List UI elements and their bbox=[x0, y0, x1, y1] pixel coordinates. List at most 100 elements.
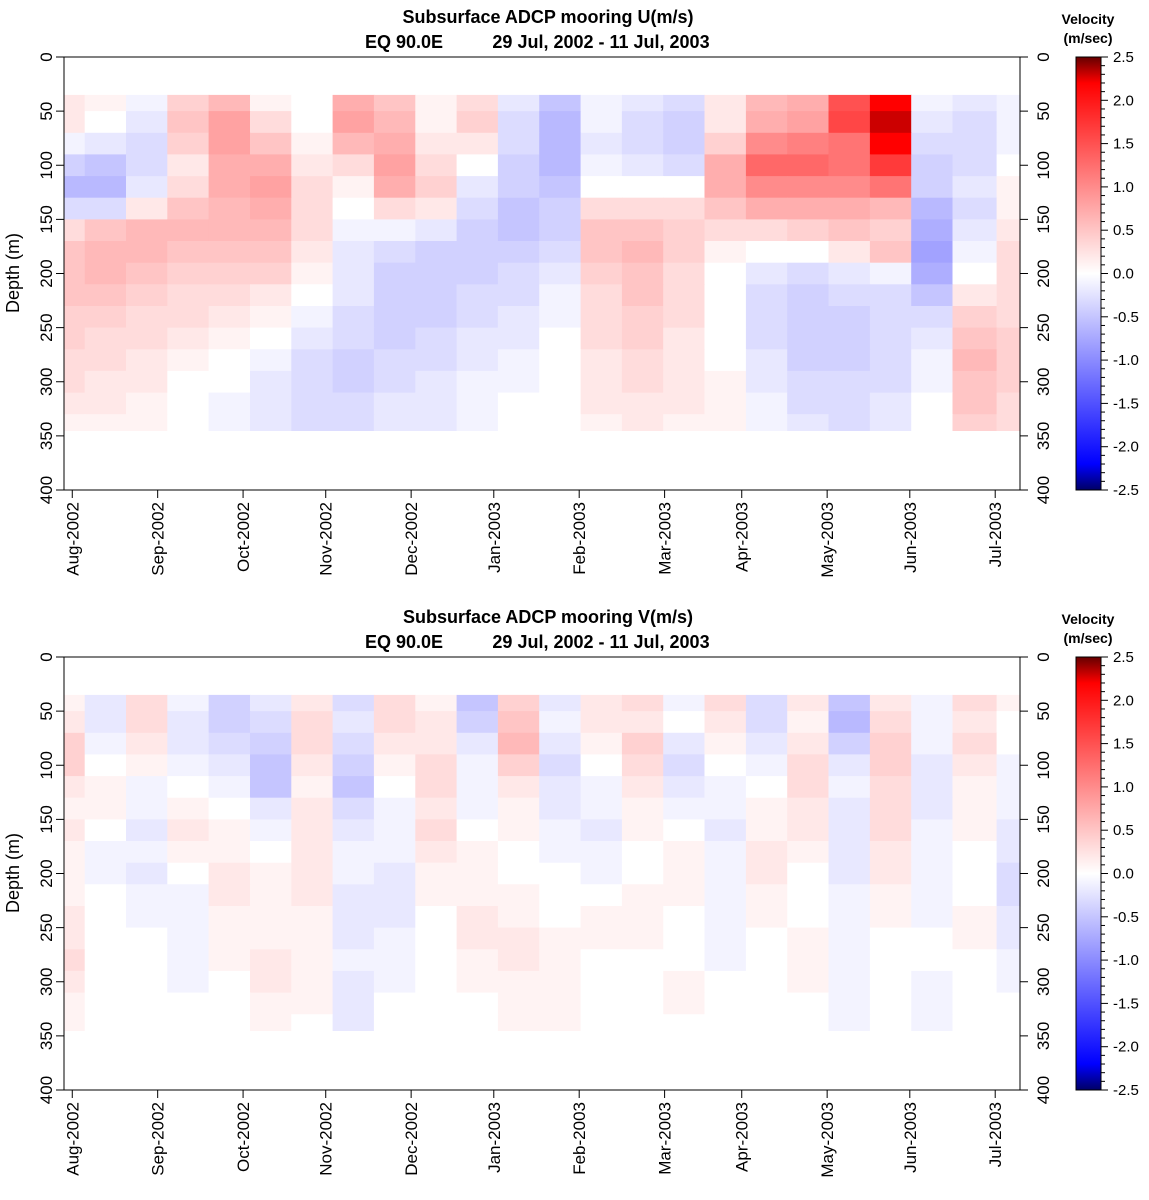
heatmap-cell bbox=[704, 906, 747, 929]
colorbar: Velocity (m/sec) 2.5 2.0 1.5 1.0 0.5 0.0 -0.5 -… bbox=[1062, 11, 1139, 499]
heatmap-cell bbox=[745, 1014, 788, 1031]
heatmap-cell bbox=[580, 306, 623, 329]
heatmap-cell bbox=[621, 219, 664, 242]
heatmap-cell bbox=[415, 349, 458, 372]
heatmap-cell bbox=[787, 711, 830, 734]
heatmap-cell bbox=[996, 754, 1021, 777]
y-axis-left: 0 50 100 150 200 250 300 350 400 bbox=[37, 652, 64, 1104]
heatmap-cell bbox=[539, 884, 582, 907]
heatmap-cell bbox=[291, 949, 334, 972]
heatmap-cell bbox=[497, 797, 540, 820]
heatmap-cell bbox=[787, 754, 830, 777]
heatmap-cell bbox=[996, 992, 1021, 1015]
heatmap-cell bbox=[167, 970, 210, 994]
y-tick-label: 250 bbox=[37, 913, 56, 941]
heatmap-cell bbox=[663, 219, 706, 242]
heatmap-cell bbox=[64, 132, 86, 156]
heatmap-cell bbox=[663, 94, 706, 112]
heatmap-cell bbox=[539, 327, 582, 350]
heatmap-cell bbox=[869, 992, 912, 1015]
heatmap-cell bbox=[167, 906, 210, 929]
heatmap-cell bbox=[126, 1014, 168, 1031]
heatmap-cell bbox=[996, 132, 1021, 156]
heatmap-cell bbox=[332, 949, 375, 972]
heatmap-cell bbox=[539, 927, 582, 950]
heatmap-cell bbox=[250, 819, 292, 842]
heatmap-cell bbox=[84, 884, 127, 907]
heatmap-cell bbox=[704, 694, 747, 712]
heatmap-cell bbox=[828, 732, 871, 755]
heatmap-cell bbox=[828, 262, 871, 285]
heatmap-cell bbox=[704, 414, 747, 431]
heatmap-cell bbox=[84, 732, 127, 755]
heatmap-cell bbox=[663, 132, 706, 156]
heatmap-cell bbox=[415, 711, 458, 734]
heatmap-cell bbox=[787, 262, 830, 285]
heatmap-cell bbox=[456, 176, 499, 199]
heatmap-cell bbox=[704, 132, 747, 156]
heatmap-cell bbox=[539, 711, 582, 734]
heatmap-cell bbox=[911, 176, 954, 199]
heatmap-cell bbox=[373, 927, 416, 950]
heatmap-cell bbox=[415, 819, 458, 842]
heatmap-cell bbox=[621, 241, 664, 264]
heatmap-cell bbox=[332, 711, 375, 734]
heatmap-cell bbox=[704, 219, 747, 242]
heatmap-cell bbox=[126, 992, 168, 1015]
heatmap-cell bbox=[787, 970, 830, 994]
heatmap-cell bbox=[745, 711, 788, 734]
heatmap-cell bbox=[745, 284, 788, 307]
heatmap-cell bbox=[84, 392, 127, 415]
heatmap-cell bbox=[869, 711, 912, 734]
x-axis: Aug-2002 Sep-2002 Oct-2002 Nov-2002 Dec-2002… bbox=[63, 1090, 1005, 1178]
heatmap-cell bbox=[828, 949, 871, 972]
heatmap-cell bbox=[126, 949, 168, 972]
heatmap-cell bbox=[869, 392, 912, 415]
heatmap-cell bbox=[332, 862, 375, 885]
heatmap-cell bbox=[64, 906, 86, 929]
y-tick-label: 200 bbox=[37, 859, 56, 887]
heatmap-cell bbox=[456, 992, 499, 1015]
heatmap-cell bbox=[415, 197, 458, 220]
heatmap-cell bbox=[663, 154, 706, 177]
colorbar-tick-label: 0.0 bbox=[1113, 866, 1134, 883]
heatmap-cell bbox=[828, 219, 871, 242]
heatmap-cell bbox=[580, 349, 623, 372]
heatmap-cell bbox=[208, 241, 251, 264]
heatmap-cell bbox=[996, 776, 1021, 799]
heatmap-cell bbox=[332, 284, 375, 307]
heatmap-cell bbox=[332, 970, 375, 994]
heatmap-cell bbox=[373, 776, 416, 799]
heatmap-cell bbox=[291, 732, 334, 755]
heatmap-cell bbox=[497, 370, 540, 394]
x-tick-label: Oct-2002 bbox=[234, 1102, 253, 1172]
heatmap-cell bbox=[64, 327, 86, 350]
heatmap-cell bbox=[787, 841, 830, 864]
heatmap-cell bbox=[580, 370, 623, 394]
heatmap-cell bbox=[539, 306, 582, 329]
colorbar-tick-label: 0.0 bbox=[1113, 266, 1134, 283]
heatmap-cell bbox=[621, 884, 664, 907]
heatmap-cell bbox=[704, 841, 747, 864]
y-tick-label: 250 bbox=[1034, 313, 1053, 341]
heatmap-cell bbox=[291, 392, 334, 415]
heatmap-cell bbox=[580, 414, 623, 431]
heatmap-cell bbox=[621, 797, 664, 820]
heatmap-cell bbox=[208, 754, 251, 777]
heatmap-cell bbox=[126, 176, 168, 199]
heatmap-cell bbox=[332, 219, 375, 242]
heatmap-cell bbox=[911, 754, 954, 777]
heatmap-cell bbox=[911, 970, 954, 994]
heatmap-cell bbox=[539, 819, 582, 842]
heatmap-cell bbox=[911, 732, 954, 755]
heatmap-cell bbox=[415, 132, 458, 156]
heatmap-cell bbox=[167, 284, 210, 307]
x-tick-label: Jul-2003 bbox=[986, 1102, 1005, 1167]
heatmap-cell bbox=[621, 176, 664, 199]
heatmap-cell bbox=[167, 154, 210, 177]
heatmap-cell bbox=[373, 694, 416, 712]
heatmap-cell bbox=[911, 327, 954, 350]
heatmap-cell bbox=[291, 241, 334, 264]
heatmap-cell bbox=[291, 797, 334, 820]
heatmap-cell bbox=[208, 219, 251, 242]
